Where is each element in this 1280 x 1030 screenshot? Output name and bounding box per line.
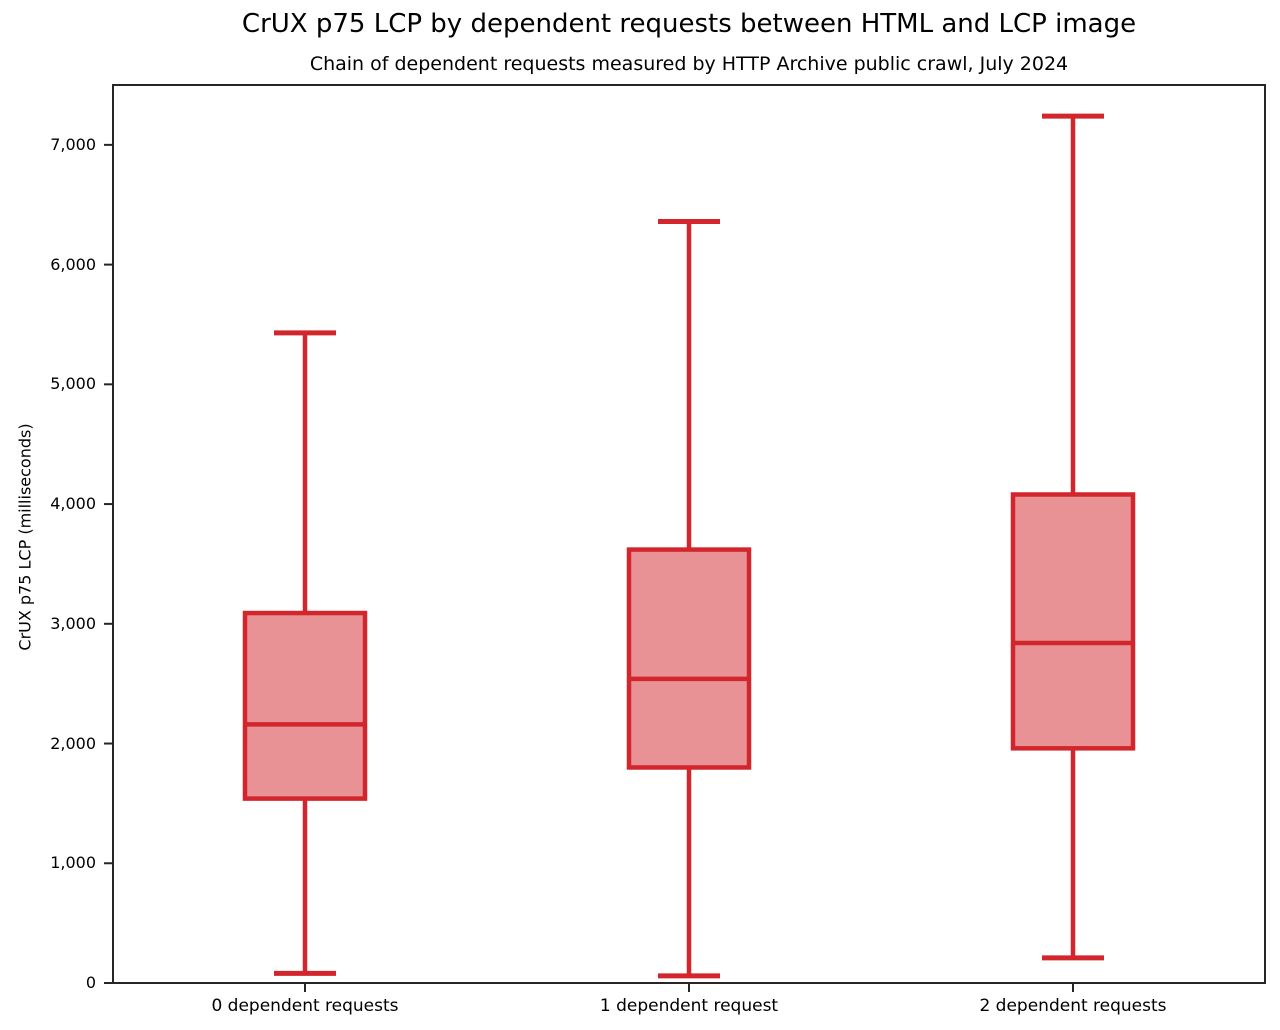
x-tick-label: 0 dependent requests [211,996,399,1016]
iqr-box [1010,492,1136,751]
y-tick-label: 2,000 [50,733,96,753]
iqr-box [242,610,368,801]
box-0 [242,330,368,976]
chart-subtitle: Chain of dependent requests measured by … [309,53,1069,75]
y-tick-label: 4,000 [50,494,96,514]
y-tick-label: 1,000 [50,853,96,873]
y-tick-label: 7,000 [50,134,96,154]
iqr-box [626,547,752,770]
box-1 [626,218,752,979]
y-tick-label: 0 [85,973,96,992]
x-tick-label: 2 dependent requests [979,996,1167,1016]
x-tick-label: 1 dependent request [599,996,779,1016]
box-2 [1010,113,1136,961]
y-tick-label: 3,000 [50,613,96,633]
y-tick-label: 6,000 [50,254,96,274]
chart-title: CrUX p75 LCP by dependent requests betwe… [241,9,1137,39]
y-tick-label: 5,000 [50,374,96,394]
